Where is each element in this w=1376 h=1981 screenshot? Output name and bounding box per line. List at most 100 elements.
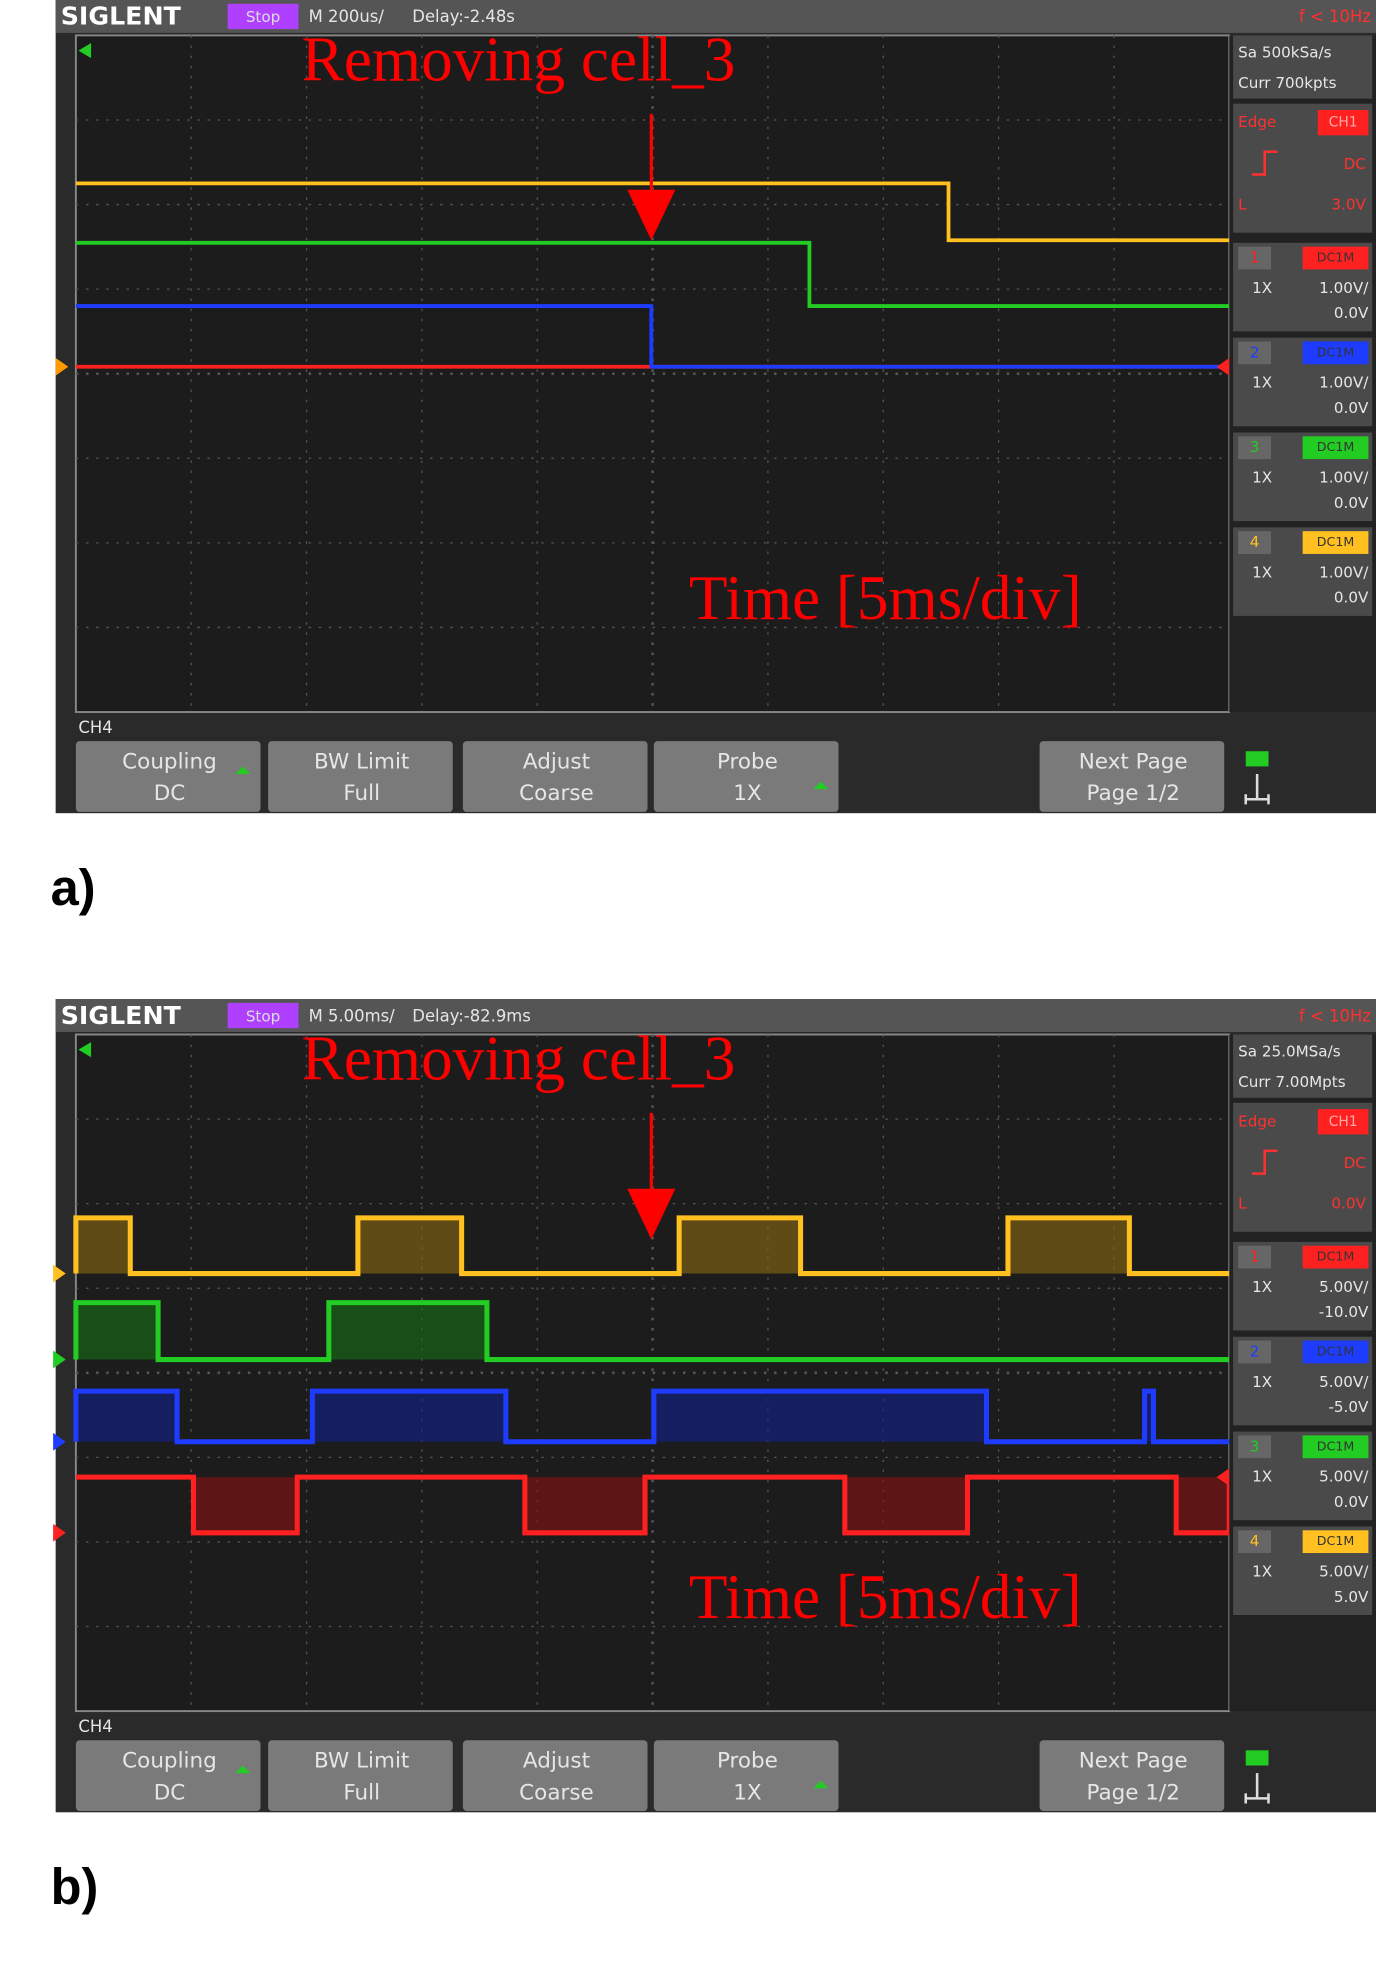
- channel-scale: 5.00V/: [1319, 1468, 1369, 1486]
- pulse-band: [75, 1391, 178, 1442]
- channel-marker: [55, 357, 69, 376]
- channel-scale: 5.00V/: [1319, 1563, 1369, 1581]
- frequency: f < 10Hz: [1299, 1006, 1371, 1025]
- menu-button[interactable]: [1039, 741, 1225, 812]
- channel-scale: 1.00V/: [1319, 374, 1369, 392]
- network-icon: [1244, 1773, 1270, 1804]
- menu-arrow: [235, 766, 251, 774]
- menu-button[interactable]: [462, 741, 648, 812]
- channel-coupling: DC1M: [1317, 1533, 1354, 1548]
- acq-box: [1233, 1034, 1373, 1098]
- channel-number-badge: [1238, 1435, 1272, 1459]
- channel-offset: 0.0V: [1334, 589, 1369, 607]
- channel-probe: 1X: [1252, 469, 1272, 487]
- pulse-band: [75, 1217, 131, 1274]
- menu-button-label: Next Page: [1079, 750, 1188, 775]
- channel-number: 2: [1250, 343, 1260, 361]
- frequency: f < 10Hz: [1299, 7, 1371, 26]
- channel-number-badge: [1238, 341, 1272, 365]
- channel-offset: 0.0V: [1334, 1493, 1369, 1511]
- arrow-head: [627, 189, 676, 241]
- trace: [75, 304, 1230, 369]
- menu-button[interactable]: [75, 741, 261, 812]
- menu-button[interactable]: [1039, 1740, 1225, 1812]
- delay: Delay:-2.48s: [412, 7, 515, 26]
- brand: SIGLENT: [61, 1001, 182, 1030]
- channel-coupling-badge: [1302, 341, 1369, 365]
- memory-depth: Curr 7.00Mpts: [1238, 1073, 1346, 1091]
- menu-button-value: Page 1/2: [1086, 781, 1179, 806]
- channel-probe: 1X: [1252, 374, 1272, 392]
- trigger-source-badge: [1317, 1109, 1369, 1135]
- menu-arrow: [813, 781, 829, 790]
- menu-button-label: Next Page: [1079, 1749, 1188, 1774]
- channel-number: 3: [1250, 1437, 1260, 1455]
- trigger-level-label: L: [1238, 195, 1247, 213]
- delay: Delay:-82.9ms: [412, 1006, 531, 1025]
- channel-probe: 1X: [1252, 563, 1272, 581]
- channel-number: 1: [1250, 1248, 1260, 1266]
- trigger-source: CH1: [1329, 115, 1358, 131]
- menu-button-label: Probe: [717, 1749, 778, 1774]
- channel-offset: 0.0V: [1334, 304, 1369, 322]
- state: Stop: [246, 8, 280, 26]
- pulse-band: [1176, 1477, 1230, 1533]
- channel-probe: 1X: [1252, 1563, 1272, 1581]
- menu-button-value: 1X: [733, 1780, 762, 1805]
- menu-title: CH4: [78, 718, 112, 737]
- channel-coupling-badge: [1302, 1245, 1369, 1269]
- trigger-level-marker: [1216, 1468, 1230, 1487]
- menu-button-value: DC: [154, 1780, 186, 1805]
- menu-button[interactable]: [462, 1740, 648, 1812]
- channel-coupling: DC1M: [1317, 534, 1354, 549]
- menu-button[interactable]: [653, 741, 839, 812]
- channel-offset: -5.0V: [1328, 1398, 1369, 1416]
- state-badge: [227, 3, 299, 30]
- menu-button-label: Adjust: [523, 750, 590, 775]
- menu-button-value: Full: [343, 1780, 380, 1805]
- menu-button-label: Coupling: [122, 1749, 217, 1774]
- menu-button-label: BW Limit: [314, 750, 409, 775]
- menu-arrow: [813, 1780, 829, 1789]
- channel-offset: 5.0V: [1334, 1588, 1369, 1606]
- usb-icon: [1245, 751, 1269, 767]
- channel-coupling: DC1M: [1317, 439, 1354, 454]
- menu-button-label: Coupling: [122, 750, 217, 775]
- slope-icon: [1252, 150, 1278, 176]
- channel-number: 3: [1250, 438, 1260, 456]
- channel-marker: [53, 1432, 66, 1451]
- menu-title: CH4: [78, 1717, 112, 1736]
- menu-button[interactable]: [268, 1740, 453, 1812]
- channel-coupling: DC1M: [1317, 1249, 1354, 1264]
- scope-screenshot: SIGLENT Stop M 200us/Delay:-2.48s f < 10Hz R…: [51, 0, 1376, 916]
- channel-probe: 1X: [1252, 1373, 1272, 1391]
- usb-icon: [1245, 1750, 1269, 1766]
- pulse-band: [193, 1477, 298, 1533]
- channel-offset: -10.0V: [1319, 1303, 1369, 1321]
- channel-coupling-badge: [1302, 1435, 1369, 1459]
- channel-number: 1: [1250, 248, 1260, 266]
- channel-offset: 0.0V: [1334, 399, 1369, 417]
- channel-coupling-badge: [1302, 246, 1369, 270]
- channel-marker: [53, 1350, 66, 1369]
- pulse-band: [75, 1302, 159, 1360]
- menu-button[interactable]: [75, 1740, 261, 1812]
- panel-label: a): [51, 859, 96, 916]
- pulse-band: [312, 1391, 506, 1442]
- pulse-band: [357, 1217, 462, 1274]
- channel-coupling-badge: [1302, 1530, 1369, 1554]
- trigger-type: Edge: [1238, 1112, 1276, 1130]
- channel-coupling: DC1M: [1317, 1438, 1354, 1453]
- pulse-band: [844, 1477, 968, 1533]
- channel-offset: 0.0V: [1334, 494, 1369, 512]
- trace: [73, 1388, 1230, 1445]
- menu-button-value: Coarse: [519, 781, 594, 806]
- channel-marker: [53, 1264, 66, 1283]
- menu-button-value: Coarse: [519, 1780, 594, 1805]
- menu-button[interactable]: [653, 1740, 839, 1812]
- time-annotation: Time [5ms/div]: [689, 563, 1082, 633]
- state: Stop: [246, 1007, 280, 1025]
- menu-button[interactable]: [268, 741, 453, 812]
- channel-scale: 1.00V/: [1319, 279, 1369, 297]
